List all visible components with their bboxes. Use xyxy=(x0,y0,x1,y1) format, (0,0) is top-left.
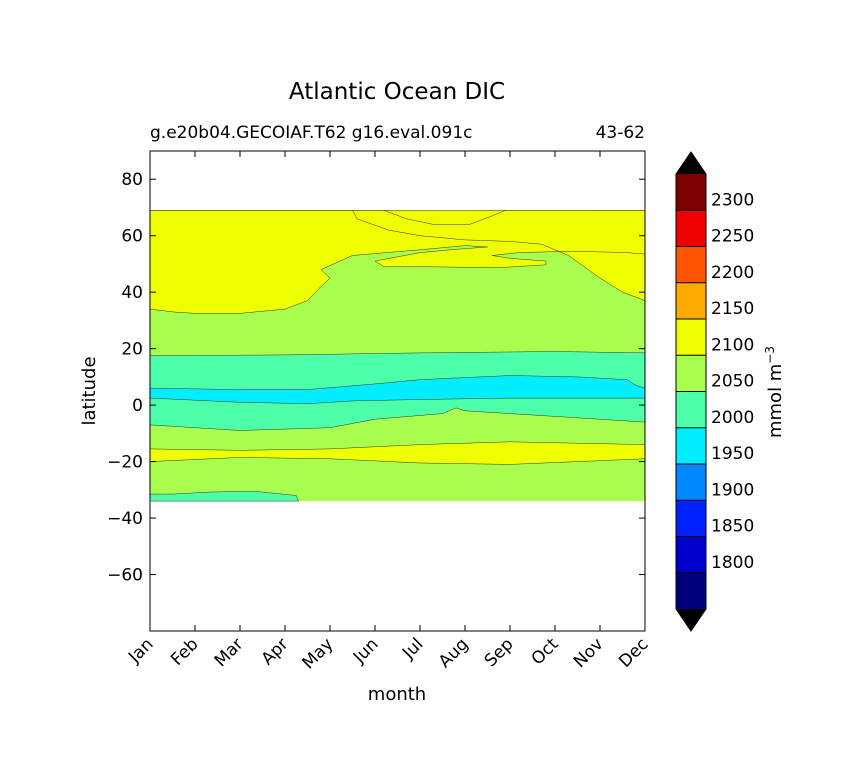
colorbar-label-text: mmol m xyxy=(765,364,786,438)
chart-title: Atlantic Ocean DIC xyxy=(289,79,505,105)
colorbar-segment xyxy=(676,572,706,609)
chart-subtitle-left: g.e20b04.GECOIAF.T62 g16.eval.091c xyxy=(150,123,472,143)
contour-region-south-band xyxy=(150,441,645,465)
colorbar-segment xyxy=(676,174,706,211)
colorbar-extend-over xyxy=(676,152,706,174)
y-tick-label: 20 xyxy=(121,340,143,360)
y-tick-label: 80 xyxy=(121,170,143,190)
colorbar-segment xyxy=(676,500,706,537)
chart-subtitle-right: 43-62 xyxy=(596,123,645,143)
contour-regions xyxy=(150,210,645,502)
colorbar-segment xyxy=(676,355,706,392)
contour-region-south-green-patch xyxy=(150,490,299,502)
colorbar-segment xyxy=(676,246,706,283)
colorbar-tick-label: 1950 xyxy=(711,444,754,464)
plot-frame xyxy=(149,150,646,632)
colorbar-label: mmol m−3 xyxy=(763,346,786,438)
y-tick-label: 60 xyxy=(121,227,143,247)
colorbar-tick-label: 2050 xyxy=(711,372,754,392)
colorbar-tick-label: 2000 xyxy=(711,408,754,428)
x-axis-label: month xyxy=(368,684,426,705)
colorbar: 1800 1850 1900 1950 2000 2050 2100 2150 2200 2250… xyxy=(675,151,754,632)
colorbar-extend-under xyxy=(676,609,706,631)
y-tick-label: −40 xyxy=(107,509,143,529)
x-tick-label: Jul xyxy=(398,634,427,663)
colorbar-tick-label: 1800 xyxy=(711,553,754,573)
x-tick-label: Sep xyxy=(481,634,518,671)
x-tick-label: Jun xyxy=(349,634,383,668)
colorbar-tick-label: 1850 xyxy=(711,517,754,537)
colorbar-tick-label: 2150 xyxy=(711,299,754,319)
x-tick-label: Aug xyxy=(435,634,473,672)
x-tick-label: Jan xyxy=(124,634,157,667)
y-tick-label: −60 xyxy=(107,566,143,586)
y-tick-label: 0 xyxy=(132,396,143,416)
y-tick-label: −20 xyxy=(107,453,143,473)
x-tick-label: May xyxy=(299,634,338,673)
colorbar-segment xyxy=(676,464,706,501)
x-tick-label: Feb xyxy=(167,634,202,669)
colorbar-segment xyxy=(676,319,706,356)
colorbar-tick-label: 2300 xyxy=(711,190,754,210)
colorbar-tick-label: 2250 xyxy=(711,227,754,247)
colorbar-tick-label: 2100 xyxy=(711,335,754,355)
colorbar-segment xyxy=(676,391,706,428)
x-tick-label: Apr xyxy=(258,634,293,669)
x-tick-label: Dec xyxy=(615,634,652,671)
colorbar-label-sup: −3 xyxy=(763,346,777,364)
colorbar-segment xyxy=(676,427,706,464)
colorbar-segment xyxy=(676,536,706,573)
y-axis-label: latitude xyxy=(79,356,100,425)
colorbar-segment xyxy=(676,210,706,247)
x-tick-label: Mar xyxy=(211,634,248,671)
y-tick-label: 40 xyxy=(121,283,143,303)
colorbar-segment xyxy=(676,282,706,319)
y-axis: 80 60 40 20 0 −20 −40 −60 xyxy=(107,170,645,586)
x-tick-label: Nov xyxy=(570,634,608,672)
x-tick-label: Oct xyxy=(528,634,563,669)
contour-region-north-band xyxy=(150,210,645,314)
colorbar-tick-label: 2200 xyxy=(711,263,754,283)
colorbar-tick-label: 1900 xyxy=(711,480,754,500)
contour-region-equatorial-band xyxy=(150,375,645,404)
colorbar-outline xyxy=(675,151,707,632)
